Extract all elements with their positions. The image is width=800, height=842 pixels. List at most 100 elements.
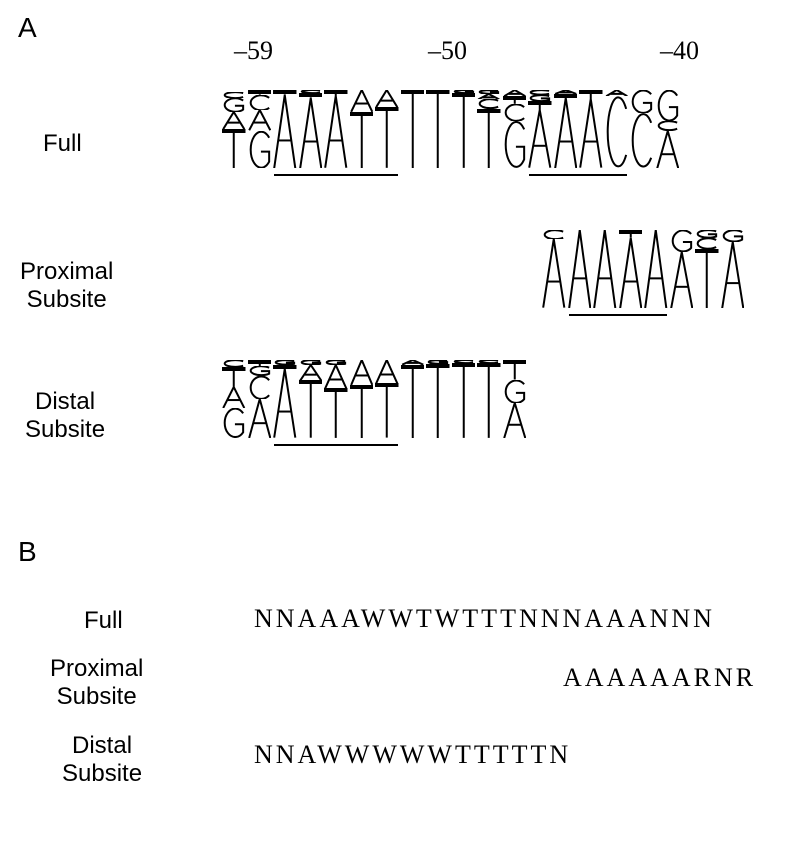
logo-column (451, 90, 477, 168)
logo-glyph (248, 110, 272, 130)
position-label: –50 (428, 36, 467, 66)
logo-glyph (670, 230, 694, 252)
logo-glyph (568, 230, 592, 308)
logo-column (592, 230, 618, 308)
logo-glyph (324, 365, 348, 388)
logo-glyph (273, 369, 297, 438)
logo-column (694, 230, 720, 308)
logo-glyph (248, 95, 272, 111)
logo-column (349, 90, 375, 168)
logo-glyph (503, 403, 527, 438)
panel-a-label: A (18, 12, 37, 44)
logo-column (527, 90, 553, 168)
logo-glyph (350, 385, 374, 438)
logo-glyph (695, 230, 719, 238)
logo-glyph (721, 230, 745, 242)
logo-glyph (299, 98, 323, 168)
logo-glyph (503, 121, 527, 168)
logo-glyph (222, 112, 246, 129)
logo-column (272, 90, 298, 168)
logo-column (502, 90, 528, 168)
logo-column (476, 90, 502, 168)
logo-glyph (375, 107, 399, 168)
logo-glyph (248, 366, 272, 375)
logo-glyph (248, 376, 272, 399)
logo-column (604, 90, 630, 168)
logo-glyph (299, 380, 323, 438)
logo-glyph (605, 96, 629, 168)
row-label: Full (43, 130, 82, 158)
logo-column (323, 90, 349, 168)
logo-glyph (503, 96, 527, 104)
logo-glyph (299, 365, 323, 381)
logo-glyph (222, 367, 246, 387)
logo-underline (274, 174, 398, 176)
row-label: ProximalSubsite (20, 258, 113, 313)
logo-column (502, 360, 528, 438)
logo-glyph (452, 93, 476, 168)
logo-glyph (503, 104, 527, 121)
logo-column (323, 360, 349, 438)
logo-glyph (222, 98, 246, 112)
position-label: –40 (660, 36, 699, 66)
logo-glyph (452, 363, 476, 438)
logo-glyph (670, 252, 694, 308)
logo-glyph (401, 365, 425, 438)
logo-glyph (528, 101, 552, 110)
logo-glyph (350, 360, 374, 385)
logo-glyph (630, 113, 654, 168)
row-label: DistalSubsite (62, 732, 142, 787)
logo-glyph (375, 90, 399, 107)
logo-column (400, 90, 426, 168)
logo-column (655, 90, 681, 168)
logo-row-distal (221, 360, 527, 438)
logo-glyph (579, 99, 603, 168)
logo-glyph (503, 380, 527, 403)
logo-glyph (695, 238, 719, 249)
logo-glyph (477, 99, 501, 108)
logo-glyph (324, 388, 348, 438)
logo-glyph (375, 360, 399, 383)
logo-glyph (644, 230, 668, 308)
logo-glyph (248, 131, 272, 168)
logo-glyph (248, 399, 272, 438)
logo-column (618, 230, 644, 308)
logo-glyph (222, 408, 246, 438)
row-label: Full (84, 607, 123, 635)
logo-glyph (630, 90, 654, 113)
logo-column (476, 360, 502, 438)
logo-underline (274, 444, 398, 446)
logo-column (298, 90, 324, 168)
logo-glyph (426, 364, 450, 438)
logo-column (349, 360, 375, 438)
logo-column (221, 92, 247, 168)
logo-glyph (656, 121, 680, 130)
logo-column (451, 360, 477, 438)
logo-column (400, 360, 426, 438)
logo-row-proximal (541, 230, 745, 308)
logo-glyph (477, 363, 501, 438)
logo-row-full (221, 90, 680, 168)
logo-glyph (656, 90, 680, 121)
logo-column (374, 360, 400, 438)
logo-underline (529, 174, 627, 176)
logo-underline (569, 314, 667, 316)
logo-glyph (426, 90, 450, 168)
logo-column (578, 90, 604, 168)
position-label: –59 (234, 36, 273, 66)
logo-glyph (695, 249, 719, 308)
logo-column (553, 90, 579, 168)
logo-column (643, 230, 669, 308)
logo-column (720, 230, 746, 308)
logo-glyph (324, 96, 348, 168)
logo-glyph (273, 95, 297, 168)
logo-glyph (542, 239, 566, 308)
logo-column (541, 230, 567, 308)
logo-column (272, 360, 298, 438)
logo-column (629, 90, 655, 168)
panel-b-label: B (18, 536, 37, 568)
consensus-proximal: AAAAAARNR (563, 663, 756, 693)
logo-glyph (593, 230, 617, 308)
logo-glyph (222, 387, 246, 408)
logo-column (221, 360, 247, 438)
